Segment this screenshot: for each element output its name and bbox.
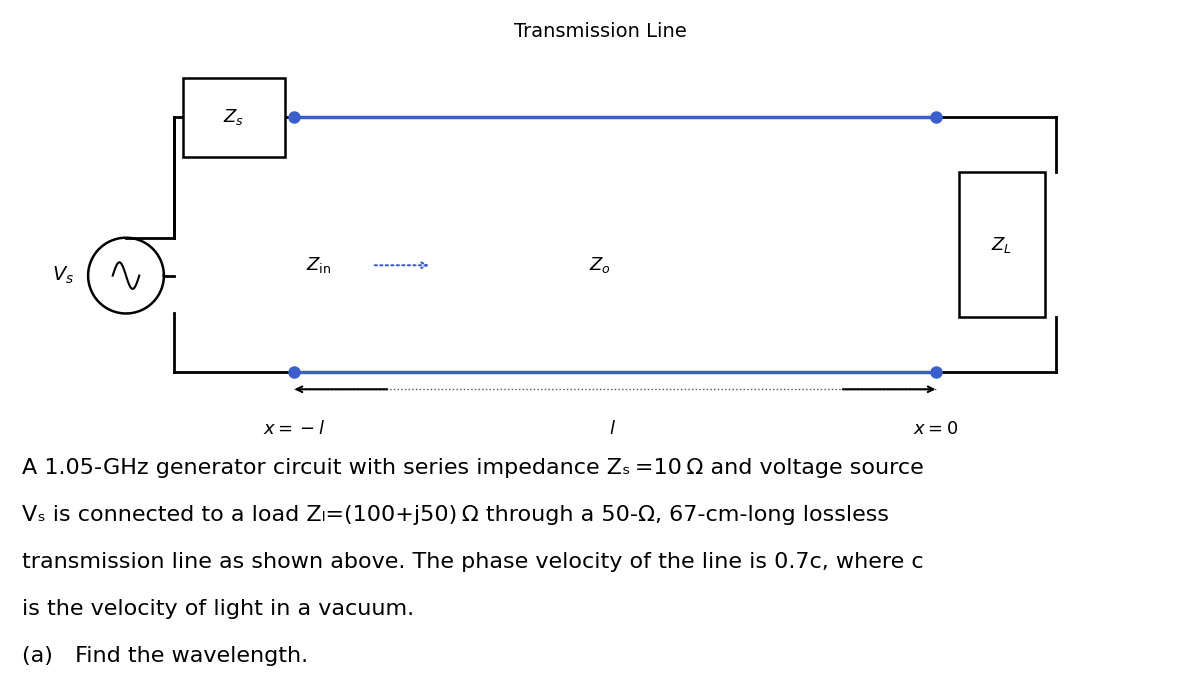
Text: $Z_L$: $Z_L$	[991, 234, 1013, 255]
Text: $l$: $l$	[608, 420, 616, 438]
Text: $x = 0$: $x = 0$	[913, 420, 959, 438]
Text: A 1.05-GHz generator circuit with series impedance Zₛ =10 Ω and voltage source: A 1.05-GHz generator circuit with series…	[22, 458, 923, 478]
Text: $Z_s$: $Z_s$	[223, 107, 245, 127]
Bar	[959, 172, 1045, 317]
Text: $V_s$: $V_s$	[52, 265, 73, 286]
Text: $Z_o$: $Z_o$	[589, 255, 611, 276]
Text: is the velocity of light in a vacuum.: is the velocity of light in a vacuum.	[22, 599, 414, 619]
Bar	[182, 78, 286, 157]
Text: (a) Find the wavelength.: (a) Find the wavelength.	[22, 646, 307, 666]
Text: transmission line as shown above. The phase velocity of the line is 0.7c, where : transmission line as shown above. The ph…	[22, 552, 923, 572]
Text: $Z_{\mathrm{in}}$: $Z_{\mathrm{in}}$	[306, 255, 331, 276]
Text: $x = -l$: $x = -l$	[263, 420, 325, 438]
Text: Vₛ is connected to a load Zₗ=(100+j50) Ω through a 50-Ω, 67-cm-long lossless: Vₛ is connected to a load Zₗ=(100+j50) Ω…	[22, 505, 888, 525]
Text: Transmission Line: Transmission Line	[514, 21, 686, 41]
